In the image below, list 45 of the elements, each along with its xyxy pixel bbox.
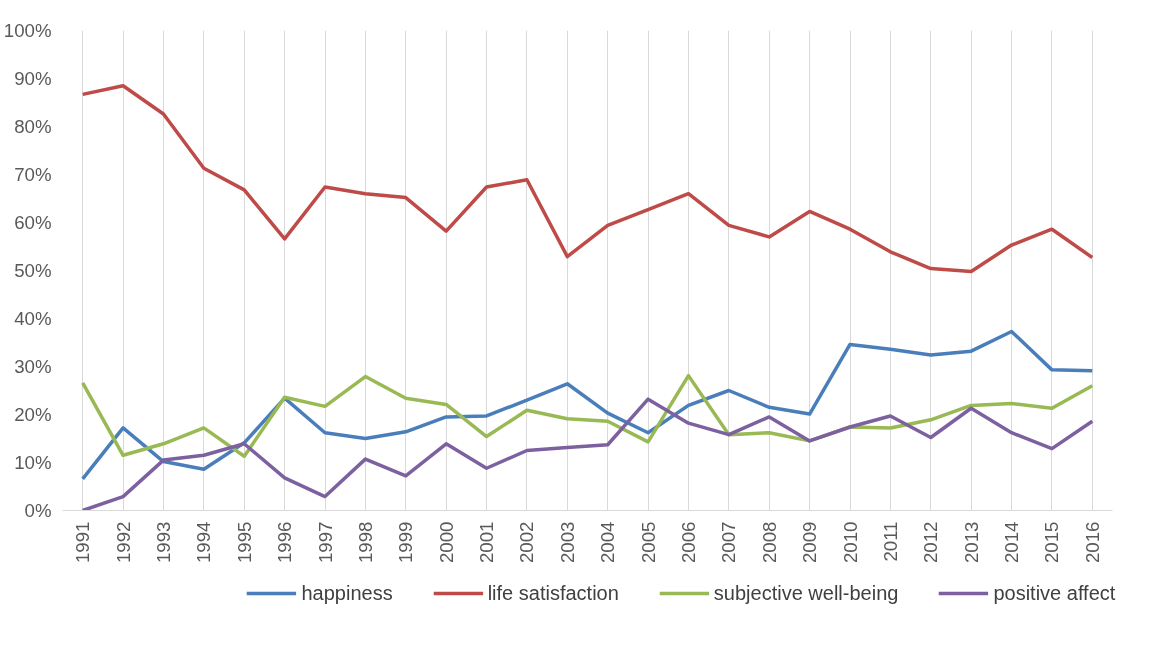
line-series — [80, 373, 1095, 459]
y-tick-label: 90% — [14, 68, 52, 89]
legend-label: happiness — [301, 581, 393, 605]
x-tick-label: 2008 — [758, 521, 780, 563]
x-tick-label: 2002 — [516, 521, 538, 563]
y-tick-label: 80% — [14, 116, 52, 137]
x-tick-label: 2007 — [718, 521, 740, 563]
x-tick-label: 2006 — [677, 521, 699, 563]
y-tick-label: 100% — [3, 20, 52, 41]
y-tick-label: 10% — [14, 452, 52, 473]
x-tick-label: 2014 — [1001, 521, 1023, 563]
x-tick-label: 2016 — [1081, 521, 1103, 563]
x-tick-label: 2000 — [435, 521, 457, 563]
x-tick-label: 1997 — [314, 521, 336, 563]
x-tick-label: 1995 — [233, 521, 255, 563]
y-tick-label: 20% — [14, 404, 52, 425]
line-series — [80, 83, 1095, 274]
x-tick-label: 2001 — [476, 521, 498, 563]
x-tick-label: 2013 — [960, 521, 982, 563]
x-tick-label: 2012 — [920, 521, 942, 563]
legend-label: subjective well-being — [713, 581, 899, 605]
legend-label: life satisfaction — [487, 581, 619, 605]
line-series — [80, 397, 1095, 511]
x-tick-label: 1993 — [152, 521, 174, 563]
x-tick-label: 2004 — [597, 521, 619, 563]
y-tick-label: 60% — [14, 212, 52, 233]
y-tick-label: 70% — [14, 164, 52, 185]
x-tick-label: 2010 — [839, 521, 861, 563]
legend-label: positive affect — [993, 581, 1116, 605]
y-tick-label: 30% — [14, 356, 52, 377]
x-tick-label: 1996 — [274, 521, 296, 563]
y-tick-label: 50% — [14, 260, 52, 281]
x-tick-label: 1998 — [354, 521, 376, 563]
x-tick-label: 1991 — [72, 521, 94, 563]
line-series — [80, 329, 1095, 481]
y-tick-label: 40% — [14, 308, 52, 329]
x-tick-label: 2005 — [637, 521, 659, 563]
x-tick-label: 2003 — [556, 521, 578, 563]
x-tick-label: 2009 — [799, 521, 821, 563]
x-tick-label: 1994 — [193, 521, 215, 563]
x-tick-label: 2011 — [879, 521, 901, 562]
x-tick-label: 1999 — [395, 521, 417, 563]
x-tick-label: 1992 — [112, 521, 134, 563]
x-tick-label: 2015 — [1041, 521, 1063, 563]
y-tick-label: 0% — [24, 500, 52, 521]
